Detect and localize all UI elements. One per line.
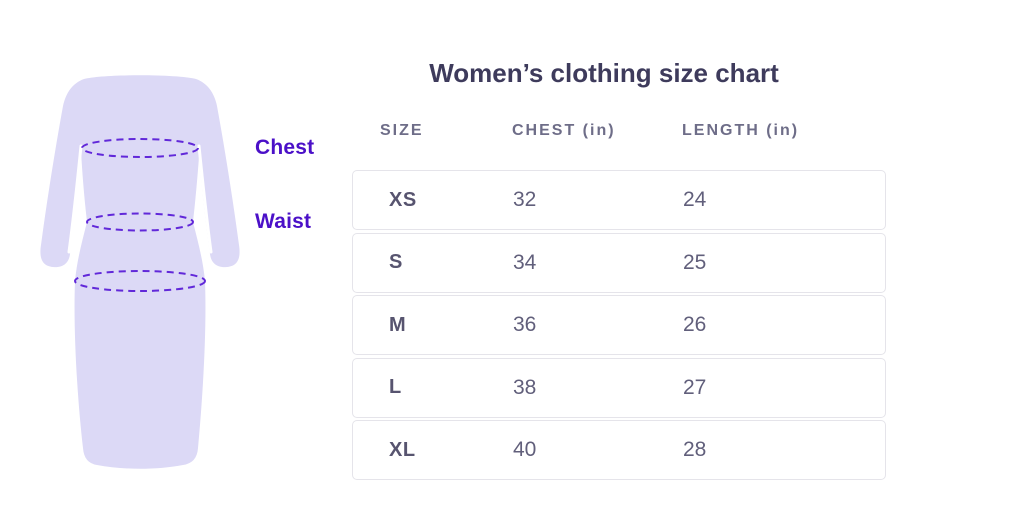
header-length: LENGTH (in) (682, 122, 800, 139)
cell-length: 28 (683, 438, 707, 461)
cell-size: M (389, 313, 407, 336)
dress-silhouette (40, 75, 240, 469)
cell-size: XS (389, 188, 417, 211)
header-size: SIZE (380, 122, 424, 139)
table-row: XS 32 24 (352, 170, 886, 230)
size-chart-table: SIZE CHEST (in) LENGTH (in) XS 32 24 S 3… (352, 120, 886, 483)
table-row: S 34 25 (352, 232, 886, 293)
cell-chest: 40 (513, 438, 537, 461)
cell-length: 25 (683, 250, 707, 274)
dress-illustration (40, 75, 240, 469)
header-chest: CHEST (in) (512, 122, 616, 139)
cell-length: 26 (683, 313, 707, 336)
table-row: L 38 27 (352, 357, 886, 418)
cell-chest: 34 (513, 250, 537, 274)
table-row: XL 40 28 (352, 420, 886, 480)
table-body: XS 32 24 S 34 25 M 36 26 L 38 27 XL 40 (352, 170, 886, 480)
cell-chest: 32 (513, 188, 537, 211)
cell-chest: 36 (513, 313, 537, 336)
page-title: Women’s clothing size chart (429, 58, 779, 88)
cell-chest: 38 (513, 375, 537, 399)
left-sleeve-gap (67, 144, 83, 254)
hip-measurement-ellipse (74, 270, 206, 292)
table-header: SIZE CHEST (in) LENGTH (in) (352, 120, 886, 142)
table-row: M 36 26 (352, 295, 886, 355)
cell-length: 24 (683, 188, 707, 211)
cell-length: 27 (683, 375, 707, 399)
chest-label: Chest (255, 136, 315, 159)
waist-measurement-ellipse (86, 212, 194, 232)
waist-label: Waist (255, 210, 312, 233)
chest-measurement-ellipse (81, 138, 199, 158)
cell-size: S (389, 251, 403, 273)
right-sleeve-gap (197, 144, 213, 254)
cell-size: XL (389, 438, 416, 461)
cell-size: L (389, 376, 402, 398)
